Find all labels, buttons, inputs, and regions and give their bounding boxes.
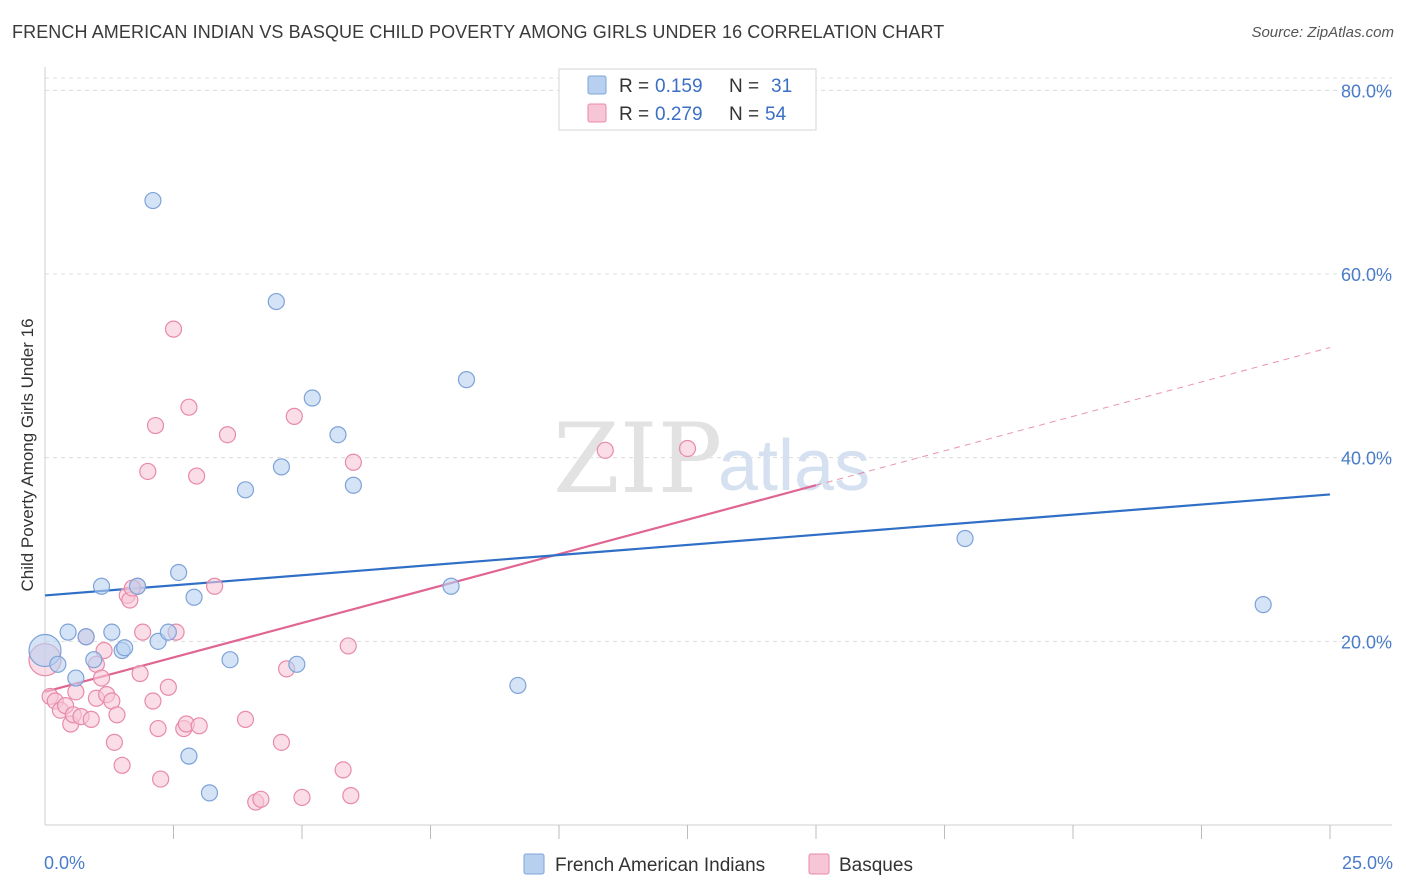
basques-point-37 [206, 577, 224, 595]
legend-swatch-basques [587, 103, 607, 123]
french-american-indians-point-26 [442, 577, 460, 595]
french-american-indians-point-14 [170, 563, 188, 582]
y-tick-label-80: 80.0% [1341, 81, 1392, 101]
x-tick-label-max: 25.0% [1342, 853, 1393, 873]
legend-r-value-2: 0.279 [655, 104, 703, 125]
data-points [28, 191, 1272, 811]
legend-n-value-2: 54 [765, 104, 787, 125]
french-american-indians-point-28 [509, 676, 527, 695]
french-american-indians-point-2 [59, 623, 77, 641]
french-american-indians-point-7 [103, 623, 121, 641]
french-american-indians-point-27 [457, 371, 476, 389]
watermark-zip: ZIP [553, 403, 722, 515]
legend-n-label-2: N = [729, 104, 759, 125]
basques-point-46 [334, 761, 352, 779]
basques-point-49 [344, 453, 362, 471]
basques-point-30 [164, 320, 183, 338]
basques-point-25 [139, 462, 157, 481]
basques-point-41 [252, 790, 270, 808]
french-american-indians-point-9 [116, 639, 134, 657]
basques-point-13 [92, 669, 111, 687]
basques-point-48 [342, 787, 360, 805]
french-american-indians-point-4 [77, 628, 95, 646]
french-american-indians-point-11 [144, 191, 162, 210]
bottom-legend-swatch-basques [808, 853, 830, 875]
french-american-indians-point-30 [1254, 596, 1272, 614]
legend-r-value-1: 0.159 [655, 76, 703, 97]
basques-point-23 [131, 664, 149, 683]
basques-point-24 [134, 623, 152, 641]
x-tick-label-min: 0.0% [44, 853, 85, 873]
legend-box: R = 0.159 N = 31 R = 0.279 N = 54 [558, 68, 817, 131]
bottom-legend-swatch-french-american-indians [523, 853, 545, 875]
y-tick-label-40: 40.0% [1341, 449, 1392, 469]
basques-point-19 [113, 756, 131, 774]
basques-point-38 [218, 426, 237, 444]
basques-point-50 [596, 441, 614, 459]
basques-point-51 [678, 439, 697, 458]
french-american-indians-point-1 [49, 655, 67, 673]
french-american-indians-point-6 [92, 577, 111, 595]
basques-point-10 [82, 710, 100, 728]
trend-lines [44, 347, 1331, 693]
bottom-legend: French American Indians Basques [523, 853, 913, 876]
y-tick-label-60: 60.0% [1341, 265, 1392, 285]
french-american-indians-point-10 [128, 577, 147, 595]
basques-point-35 [188, 467, 206, 485]
french-american-indians-point-18 [221, 651, 239, 669]
french-american-indians-point-19 [236, 481, 255, 499]
trend-line-french-american-indians [44, 493, 1331, 597]
basques-point-44 [285, 407, 303, 425]
french-american-indians-point-16 [185, 588, 203, 606]
chart-title: FRENCH AMERICAN INDIAN VS BASQUE CHILD P… [12, 22, 945, 42]
french-american-indians-point-5 [85, 651, 103, 669]
basques-point-28 [152, 770, 170, 788]
bottom-legend-label-french-american-indians: French American Indians [555, 855, 765, 876]
basques-point-42 [272, 733, 291, 751]
basques-point-52 [146, 416, 165, 435]
basques-point-29 [159, 678, 177, 696]
basques-point-34 [180, 398, 198, 416]
legend-n-value-1: 31 [771, 76, 792, 97]
trend-line-basques [44, 484, 817, 693]
french-american-indians-point-3 [67, 669, 85, 687]
french-american-indians-point-29 [956, 529, 974, 548]
french-american-indians-point-23 [303, 389, 321, 407]
bottom-legend-label-basques: Basques [839, 855, 913, 876]
basques-point-17 [105, 733, 123, 751]
watermark-atlas: atlas [718, 426, 870, 506]
tick-labels: 20.0% 40.0% 60.0% 80.0% 0.0% 25.0% [44, 81, 1393, 873]
trend-line-basques-extension [815, 347, 1331, 486]
french-american-indians-point-24 [329, 426, 347, 444]
french-american-indians-point-17 [200, 784, 219, 802]
basques-point-18 [108, 706, 126, 724]
french-american-indians-point-21 [272, 458, 291, 476]
basques-point-36 [190, 717, 208, 735]
basques-point-47 [339, 637, 357, 655]
french-american-indians-point-13 [159, 623, 177, 641]
legend-swatch-french-american-indians [587, 75, 607, 95]
legend-r-label-1: R = [619, 76, 649, 97]
legend-r-label-2: R = [619, 104, 649, 125]
basques-point-39 [236, 710, 255, 728]
basques-point-45 [293, 788, 311, 807]
french-american-indians-point-25 [344, 476, 362, 494]
french-american-indians-point-22 [288, 655, 306, 673]
basques-point-27 [149, 719, 167, 738]
french-american-indians-point-20 [267, 292, 285, 311]
legend-n-label-1: N = [729, 76, 759, 97]
basques-point-26 [144, 692, 162, 710]
french-american-indians-point-15 [180, 747, 198, 765]
y-axis-label: Child Poverty Among Girls Under 16 [18, 318, 37, 591]
grid-lines [45, 77, 1392, 642]
y-tick-label-20: 20.0% [1341, 632, 1392, 652]
source-label: Source: ZipAtlas.com [1251, 24, 1394, 41]
